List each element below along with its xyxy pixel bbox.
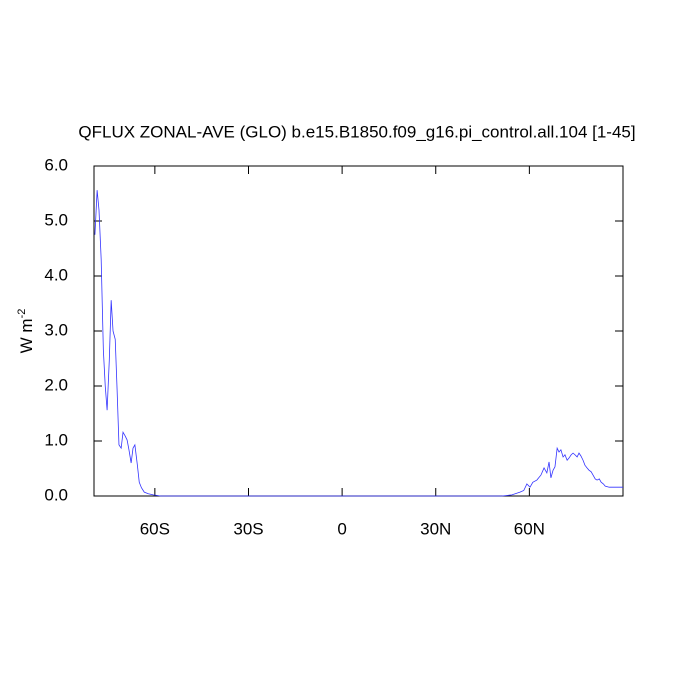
y-tick-label: 3.0	[44, 320, 68, 339]
y-tick-label: 5.0	[44, 210, 68, 229]
y-axis-label-text: W m	[17, 318, 36, 353]
x-tick-label: 30S	[233, 519, 263, 538]
x-tick-label: 60N	[514, 519, 545, 538]
y-tick-label: 2.0	[44, 375, 68, 394]
y-tick-label: 4.0	[44, 265, 68, 284]
x-tick-label: 30N	[420, 519, 451, 538]
chart-title: QFLUX ZONAL-AVE (GLO) b.e15.B1850.f09_g1…	[78, 122, 635, 141]
y-axis-label-sup: -2	[16, 309, 28, 319]
x-tick-label: 0	[337, 519, 346, 538]
plot-frame	[93, 165, 624, 497]
data-line	[94, 190, 623, 497]
x-tick-label: 60S	[140, 519, 170, 538]
y-axis-label: W m-2	[16, 309, 37, 354]
y-tick-label: 1.0	[44, 430, 68, 449]
y-tick-label: 0.0	[44, 485, 68, 504]
y-tick-label: 6.0	[44, 155, 68, 174]
